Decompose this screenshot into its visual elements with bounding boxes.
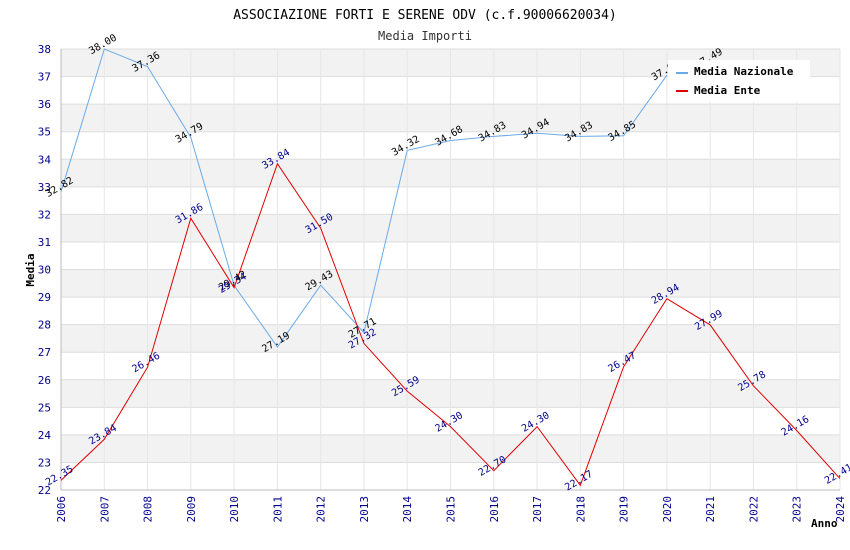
y-tick-label: 24	[38, 429, 52, 442]
y-tick-label: 32	[38, 208, 51, 221]
data-label-media-ente: 22.41	[823, 462, 850, 487]
x-tick-label: 2006	[55, 496, 68, 523]
y-tick-label: 22	[38, 484, 51, 497]
y-tick-label: 31	[38, 236, 51, 249]
data-label-media-nazionale: 32.82	[44, 175, 76, 200]
x-tick-label: 2018	[574, 496, 587, 523]
y-tick-label: 33	[38, 181, 51, 194]
x-tick-label: 2012	[315, 496, 328, 523]
x-tick-label: 2016	[488, 496, 501, 523]
x-axis-label: Anno	[811, 517, 838, 530]
y-tick-label: 27	[38, 346, 51, 359]
data-label-media-ente: 24.30	[433, 410, 465, 435]
x-tick-label: 2014	[401, 496, 414, 523]
y-tick-label: 28	[38, 319, 51, 332]
x-tick-label: 2007	[98, 496, 111, 523]
legend: Media Nazionale Media Ente	[668, 60, 810, 102]
y-tick-label: 25	[38, 401, 51, 414]
x-tick-label: 2021	[704, 496, 717, 523]
x-tick-label: 2022	[747, 496, 760, 523]
x-tick-label: 2020	[661, 496, 674, 523]
x-tick-label: 2024	[834, 496, 847, 523]
x-tick-label: 2009	[185, 496, 198, 523]
x-tick-labels: 2006 2007 2008 2009 2010 2011 2012 2013 2014 2015…	[55, 496, 847, 523]
legend-label-media-nazionale: Media Nazionale	[694, 65, 794, 78]
chart-title: ASSOCIAZIONE FORTI E SERENE ODV (c.f.900…	[233, 8, 617, 23]
legend-background	[668, 60, 810, 102]
y-axis-label: Media	[24, 253, 37, 286]
series-line-media-nazionale	[60, 48, 668, 348]
y-tick-label: 30	[38, 264, 51, 277]
axes	[60, 49, 840, 491]
x-tick-label: 2011	[271, 496, 284, 523]
series-lines	[60, 48, 841, 487]
y-tick-label: 29	[38, 291, 51, 304]
x-tick-label: 2010	[228, 496, 241, 523]
series-line-media-ente	[60, 162, 841, 487]
y-tick-label: 34	[38, 153, 52, 166]
x-tick-label: 2017	[531, 496, 544, 523]
y-tick-labels: 22 23 24 25 26 27 28 29 30 31 32 33 34 35 36 37 38	[38, 43, 52, 497]
x-tick-label: 2023	[791, 496, 804, 523]
y-tick-label: 37	[38, 71, 51, 84]
x-tick-label: 2019	[618, 496, 631, 523]
y-tick-label: 36	[38, 98, 51, 111]
x-tick-label: 2013	[358, 496, 371, 523]
chart-subtitle: Media Importi	[378, 29, 472, 43]
y-tick-label: 38	[38, 43, 51, 56]
legend-label-media-ente: Media Ente	[694, 84, 761, 97]
x-tick-label: 2008	[142, 496, 155, 523]
data-label-media-ente: 26.46	[131, 351, 163, 376]
y-tick-label: 35	[38, 126, 51, 139]
x-tick-label: 2015	[445, 496, 458, 523]
y-tick-label: 26	[38, 374, 51, 387]
data-label-media-ente: 24.30	[520, 410, 552, 435]
y-tick-label: 23	[38, 456, 51, 469]
